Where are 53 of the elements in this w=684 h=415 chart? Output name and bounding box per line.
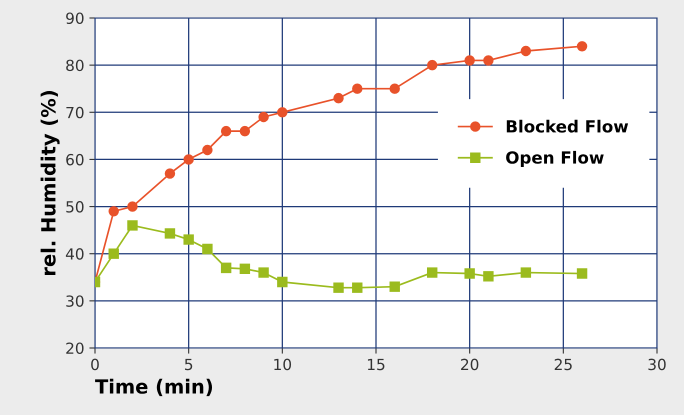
point xyxy=(277,276,288,288)
legend-label: Open Flow xyxy=(506,150,604,168)
y-tick-label: 60 xyxy=(66,154,84,166)
point xyxy=(277,107,288,118)
point xyxy=(352,282,362,293)
x-tick-label: 0 xyxy=(91,358,99,370)
point xyxy=(464,55,475,66)
x-tick-label: 15 xyxy=(368,358,384,370)
point xyxy=(220,262,232,274)
point xyxy=(164,168,176,179)
x-tick-label: 20 xyxy=(461,358,478,370)
y-tick-label: 30 xyxy=(66,295,84,307)
point xyxy=(333,282,344,293)
point xyxy=(483,55,494,66)
point xyxy=(258,267,269,278)
point xyxy=(333,92,344,104)
point xyxy=(240,264,250,274)
point xyxy=(240,126,250,136)
point xyxy=(464,268,475,279)
point xyxy=(202,244,213,254)
point xyxy=(520,267,532,278)
point xyxy=(202,144,213,156)
point xyxy=(258,112,269,122)
point xyxy=(426,267,438,278)
point xyxy=(108,248,119,259)
y-tick-label: 50 xyxy=(66,201,84,213)
point xyxy=(576,268,588,279)
point xyxy=(576,41,588,52)
x-axis-title: Time (min) xyxy=(95,378,212,396)
point xyxy=(390,282,400,292)
point xyxy=(183,154,194,165)
y-tick-label: 20 xyxy=(66,342,84,354)
point xyxy=(352,84,362,94)
point xyxy=(390,84,400,94)
legend-label: Blocked Flow xyxy=(506,120,628,133)
x-tick-label: 5 xyxy=(184,358,192,370)
y-tick-label: 90 xyxy=(66,12,84,24)
point xyxy=(426,60,438,70)
point xyxy=(127,220,138,231)
y-tick-label: 40 xyxy=(66,248,84,260)
y-axis-title: rel. Humidity (%) xyxy=(40,91,60,275)
x-tick-label: 10 xyxy=(274,358,292,370)
point xyxy=(220,126,232,136)
point xyxy=(520,46,532,56)
y-tick-label: 70 xyxy=(66,106,84,118)
point xyxy=(483,271,494,282)
x-tick-label: 25 xyxy=(554,358,572,370)
y-tick-label: 80 xyxy=(66,60,84,72)
point xyxy=(183,234,194,245)
x-tick-label: 30 xyxy=(648,358,666,370)
point xyxy=(164,228,176,239)
point xyxy=(127,201,138,212)
point xyxy=(108,206,119,216)
